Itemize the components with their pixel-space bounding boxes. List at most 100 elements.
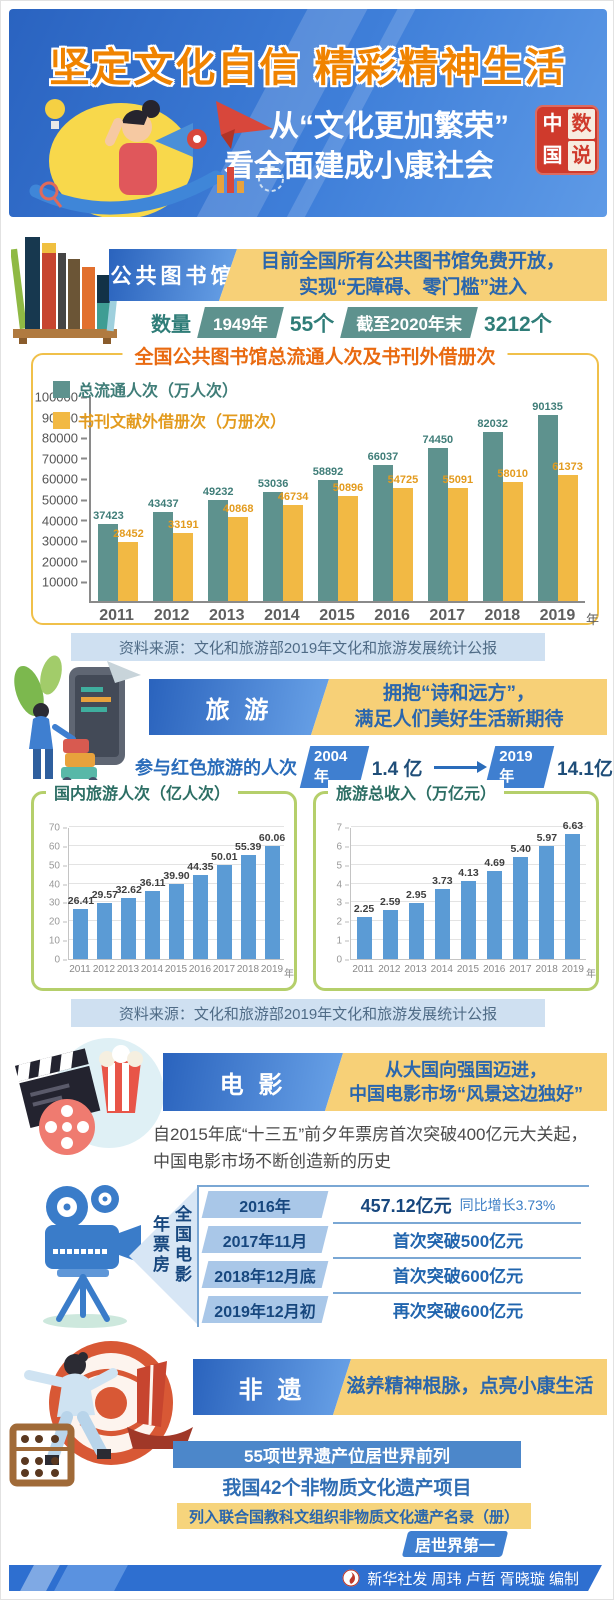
bar xyxy=(318,479,338,601)
y-axis-tick-label: 1 xyxy=(336,936,349,947)
y-axis: 0 1 2 3 4 5 6 7 xyxy=(316,823,349,966)
bar xyxy=(460,881,476,959)
bar-value-label: 54725 xyxy=(387,474,419,487)
x-axis-tick-label: 2012 xyxy=(153,607,190,624)
bar xyxy=(392,488,413,601)
bar xyxy=(145,890,161,959)
library-banner-line2: 实现“无障碍、零门槛”进入 xyxy=(298,277,527,298)
bar-value-label: 55.39 xyxy=(235,840,262,853)
bar xyxy=(121,897,137,959)
bar-group: 50.01 xyxy=(211,828,238,959)
box-office-table: 2016年 457.12亿元 同比增长3.73% 2017年11月 首次突破50… xyxy=(197,1185,589,1327)
bar-value-label: 50.01 xyxy=(211,850,238,863)
bar xyxy=(487,870,503,959)
bar-group: 37423 28452 xyxy=(91,397,146,601)
movie-banner-text: 从大国向强国迈进， 中国电影市场“风景这边独好” xyxy=(325,1053,607,1111)
bar xyxy=(153,511,174,601)
bar xyxy=(192,875,208,959)
bar-value-label: 37423 xyxy=(93,509,124,522)
y-axis-tick-label: 5 xyxy=(336,860,349,871)
bar-value-label: 5.97 xyxy=(536,832,558,845)
red-tourism-stat1-value: 1.4 亿 xyxy=(371,758,423,780)
bar-group: 4.13 xyxy=(455,828,481,959)
x-axis-unit: 年 xyxy=(586,969,596,980)
bar-value-label: 3.73 xyxy=(432,874,453,887)
bar xyxy=(338,496,358,601)
library-stat2-badge: 截至2020年末 xyxy=(340,307,478,338)
library-stat1-badge: 1949年 xyxy=(197,307,284,338)
gridline xyxy=(351,863,586,865)
tourism-section-label: 旅 游 xyxy=(149,679,329,735)
plot-area: 2.25 2.59 2.95 3.73 4.13 4.69 5.40 5.97 6.63 xyxy=(350,820,586,960)
library-stat2-value: 3212个 xyxy=(484,312,552,336)
legend-item: 书刊文献外借册次（万册次） xyxy=(53,408,286,432)
heritage-stat-bar1: 55项世界遗产位居世界前列 xyxy=(173,1441,521,1468)
legend-swatch-circulation xyxy=(53,380,70,398)
x-axis-tick-label: 2017 xyxy=(429,607,465,624)
seal-char: 说 xyxy=(568,141,595,171)
x-axis-tick-label: 2018 xyxy=(535,964,558,975)
footer-credit: 新华社发 周玮 卢哲 胥晓璇 编制 xyxy=(367,1570,579,1588)
domestic-trips-chart: 国内旅游人次（亿人次） 0 10 20 30 40 50 60 70 26.41 29.57 32… xyxy=(31,780,297,991)
bar xyxy=(97,903,113,959)
red-tourism-stats-row: 参与红色旅游的人次 2004年 1.4 亿 2019年 14.1亿 xyxy=(135,746,613,788)
library-chart: 全国公共图书馆总流通人次及书刊外借册次 总流通人次（万人次） 书刊文献外借册次（… xyxy=(31,342,599,627)
bar xyxy=(264,845,280,959)
x-axis-tick-label: 2013 xyxy=(116,964,140,975)
tourism-source-note: 资料来源：文化和旅游部2019年文化和旅游发展统计公报 xyxy=(71,999,545,1027)
movie-banner-line2: 中国电影市场“风景这边独好” xyxy=(349,1084,583,1104)
x-axis-tick-label: 2016 xyxy=(374,607,410,624)
bar-value-label: 33191 xyxy=(168,518,199,531)
box-office-label-col1: 全国电影 xyxy=(172,1205,191,1285)
gridline xyxy=(69,844,284,846)
legend-swatch-lending xyxy=(53,411,70,429)
y-axis-tick-label: 60000 xyxy=(42,472,87,487)
bar-value-label: 29.57 xyxy=(91,889,118,902)
bar-group: 3.73 xyxy=(429,828,455,959)
x-axis-tick-label: 2015 xyxy=(319,607,355,624)
row-value: 首次突破600亿元 xyxy=(392,1267,524,1286)
heritage-section-label: 非 遗 xyxy=(193,1359,351,1415)
bar xyxy=(482,432,503,601)
x-axis-tick-label: 2011 xyxy=(99,607,134,624)
library-section-label: 公共图书馆 xyxy=(109,249,237,301)
y-axis-tick-label: 40000 xyxy=(42,513,87,528)
y-axis-tick-label: 80000 xyxy=(42,431,87,446)
footer-streak xyxy=(588,1565,613,1591)
bar xyxy=(73,909,89,959)
table-row: 2017年11月 首次突破500亿元 xyxy=(199,1222,589,1257)
bar-value-label: 50896 xyxy=(332,482,364,495)
y-axis-tick-label: 50 xyxy=(49,860,67,871)
bar-group: 66037 54725 xyxy=(365,397,420,601)
bar-group: 2.59 xyxy=(377,828,403,959)
bars: 2.25 2.59 2.95 3.73 4.13 4.69 5.40 5.97 6.63 xyxy=(351,820,586,959)
bar-value-label: 60.06 xyxy=(258,831,286,844)
bar-value-label: 40868 xyxy=(222,502,254,515)
bar-value-label: 5.40 xyxy=(510,843,531,856)
x-axis-tick-label: 2014 xyxy=(430,964,453,975)
x-axis-tick-label: 2011 xyxy=(352,964,374,975)
legend-label: 书刊文献外借册次（万册次） xyxy=(78,414,287,431)
growth-arrow-icon xyxy=(434,760,488,773)
bars: 37423 28452 43437 33191 49232 40868 53036 46734… xyxy=(91,397,585,601)
heritage-world-first-badge: 居世界第一 xyxy=(401,1531,509,1557)
tourism-section-banner: 旅 游 拥抱“诗和远方”， 满足人们美好生活新期待 xyxy=(149,679,607,735)
x-axis: 2011 2012 2013 2014 2015 2016 2017 2018 2019 xyxy=(350,964,586,975)
bar-group: 36.11 xyxy=(140,828,165,959)
y-axis: 0 10 20 30 40 50 60 70 xyxy=(34,823,67,966)
box-office-label-col2: 年票房 xyxy=(150,1215,169,1275)
tourism-banner-line2: 满足人们美好生活新期待 xyxy=(354,709,564,730)
red-tourism-stat2-badge: 2019年 xyxy=(485,746,555,788)
library-source-note: 资料来源：文化和旅游部2019年文化和旅游发展统计公报 xyxy=(71,633,545,661)
bar-value-label: 32.62 xyxy=(115,883,142,896)
x-axis-tick-label: 2012 xyxy=(92,964,116,975)
bar xyxy=(447,487,468,601)
bar-value-label: 2.25 xyxy=(353,902,375,915)
y-axis-tick-label: 6 xyxy=(336,841,349,852)
y-axis-tick-label: 40 xyxy=(49,879,67,890)
row-divider xyxy=(333,1222,581,1224)
bar-group: 5.40 xyxy=(508,828,534,959)
bar xyxy=(216,864,232,959)
bar-group: 90135 61373 xyxy=(530,397,585,601)
x-axis: 2011 2012 2013 2014 2015 2016 2017 2018 2019 xyxy=(89,607,585,625)
